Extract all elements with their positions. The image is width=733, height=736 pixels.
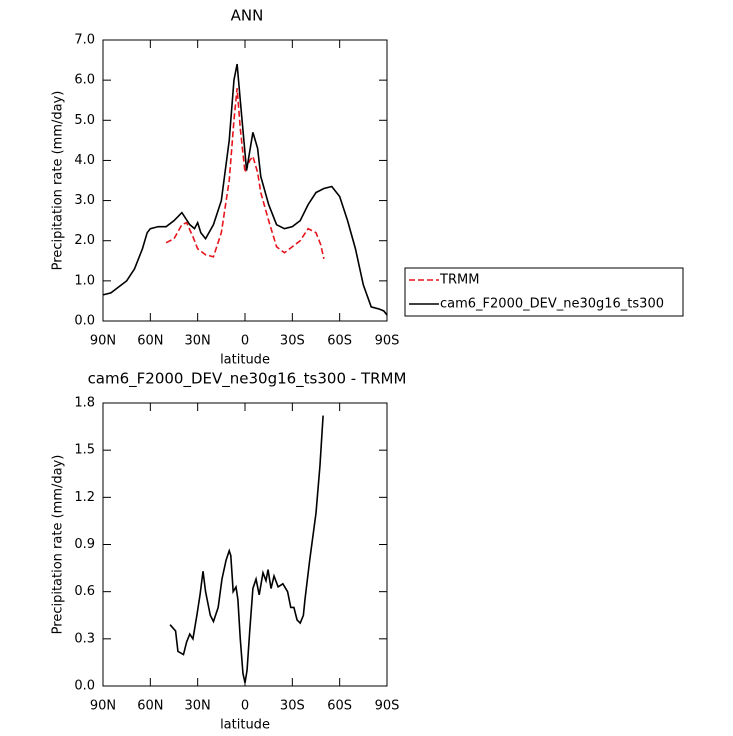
y-tick-label: 0.3	[74, 631, 95, 646]
x-tick-label: 30N	[185, 334, 211, 349]
data-line	[102, 63, 388, 316]
legend-label: TRMM	[439, 273, 479, 288]
chart-title: ANN	[231, 7, 264, 25]
x-tick-label: 30S	[280, 334, 305, 349]
x-tick-label: 60S	[327, 334, 352, 349]
data-line	[165, 88, 325, 259]
x-tick-label: 90N	[90, 699, 116, 714]
x-tick-label: 60S	[327, 699, 352, 714]
x-tick-label: 0	[241, 699, 249, 714]
y-tick-label: 3.0	[74, 193, 95, 208]
x-tick-label: 90S	[375, 334, 400, 349]
x-tick-label: 30N	[185, 699, 211, 714]
y-tick-label: 2.0	[74, 233, 95, 248]
y-tick-label: 4.0	[74, 153, 95, 168]
plot-frame	[102, 39, 388, 322]
y-tick-label: 0.0	[74, 679, 95, 694]
y-axis-label: Precipitation rate (mm/day)	[51, 455, 66, 635]
y-tick-label: 6.0	[74, 73, 95, 88]
y-tick-label: 1.8	[74, 396, 95, 411]
y-tick-label: 7.0	[74, 33, 95, 48]
x-tick-label: 90S	[375, 699, 400, 714]
x-axis-label: latitude	[220, 718, 270, 733]
x-axis-label: latitude	[220, 353, 270, 368]
x-tick-label: 0	[241, 334, 249, 349]
y-tick-label: 1.2	[74, 490, 95, 505]
y-tick-label: 1.0	[74, 273, 95, 288]
plot-frame	[102, 402, 388, 687]
y-tick-label: 1.5	[74, 443, 95, 458]
y-axis-label: Precipitation rate (mm/day)	[51, 91, 66, 271]
x-tick-label: 90N	[90, 334, 116, 349]
legend-box	[404, 267, 684, 317]
chart-title: cam6_F2000_DEV_ne30g16_ts300 - TRMM	[88, 370, 407, 389]
x-tick-label: 60N	[137, 334, 163, 349]
y-tick-label: 5.0	[74, 113, 95, 128]
x-tick-label: 60N	[137, 699, 163, 714]
data-line	[169, 415, 324, 684]
legend-label: cam6_F2000_DEV_ne30g16_ts300	[440, 297, 664, 312]
y-tick-label: 0.0	[74, 314, 95, 329]
y-tick-label: 0.9	[74, 537, 95, 552]
x-tick-label: 30S	[280, 699, 305, 714]
y-tick-label: 0.6	[74, 584, 95, 599]
